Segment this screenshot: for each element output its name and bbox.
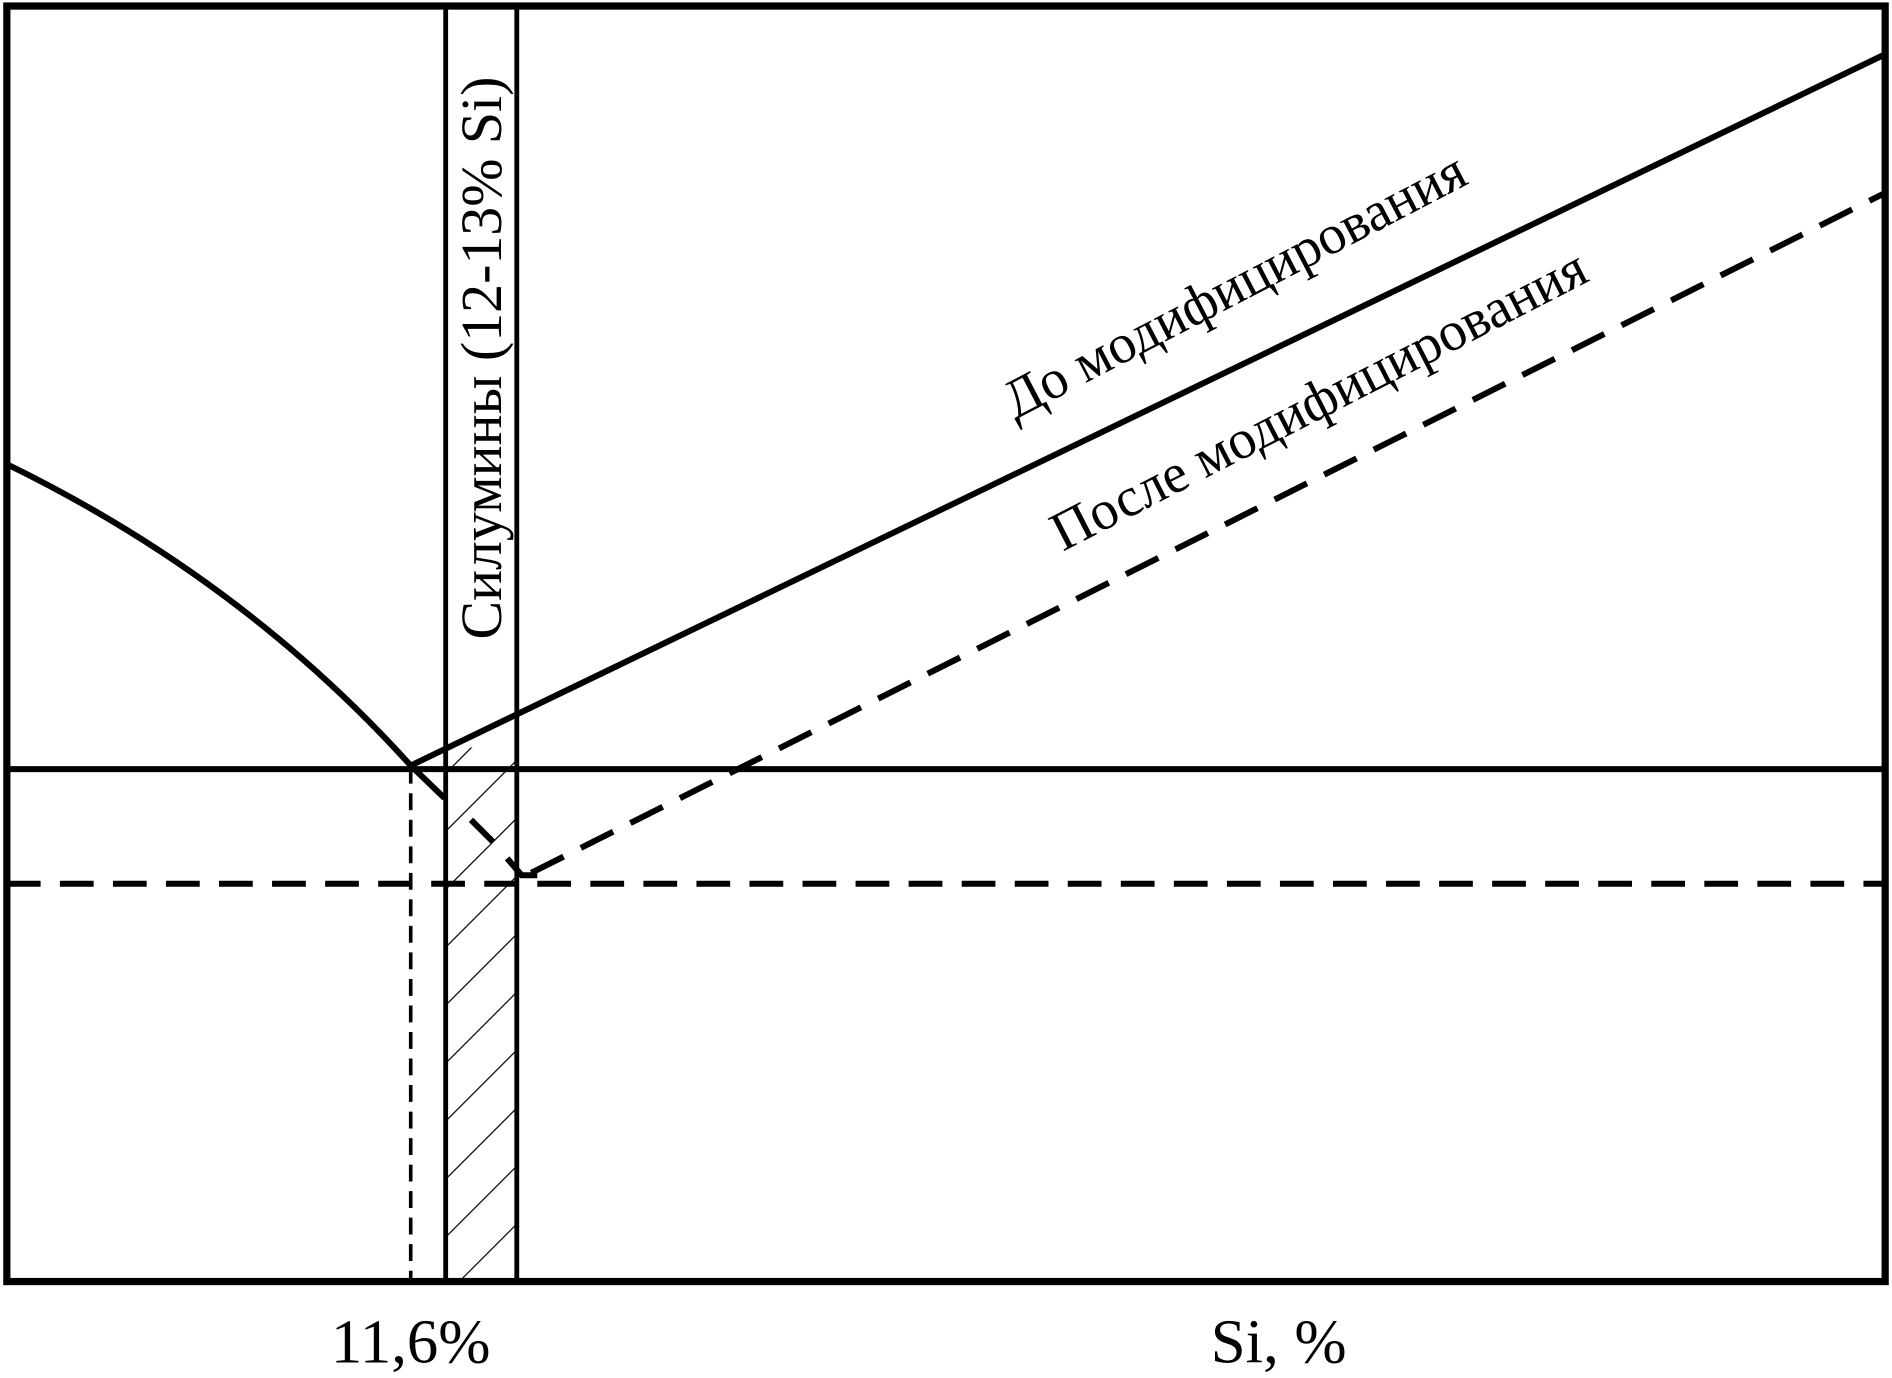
liquidus-before xyxy=(409,51,1887,769)
band-label: Силумины (12-13% Si) xyxy=(449,77,514,640)
hatched-band xyxy=(445,747,517,1282)
liquidus-left xyxy=(5,461,413,768)
liquidus-extension xyxy=(468,817,495,844)
frame xyxy=(3,2,1889,1286)
eutectic-label: 11,6% xyxy=(331,1306,491,1376)
liquidus-after xyxy=(529,190,1887,876)
x-axis-label: Si, % xyxy=(1211,1306,1347,1376)
curve-label: После модифицирования xyxy=(1040,237,1596,563)
liquidus-extension xyxy=(408,763,447,801)
liquidus-extension xyxy=(504,856,538,879)
